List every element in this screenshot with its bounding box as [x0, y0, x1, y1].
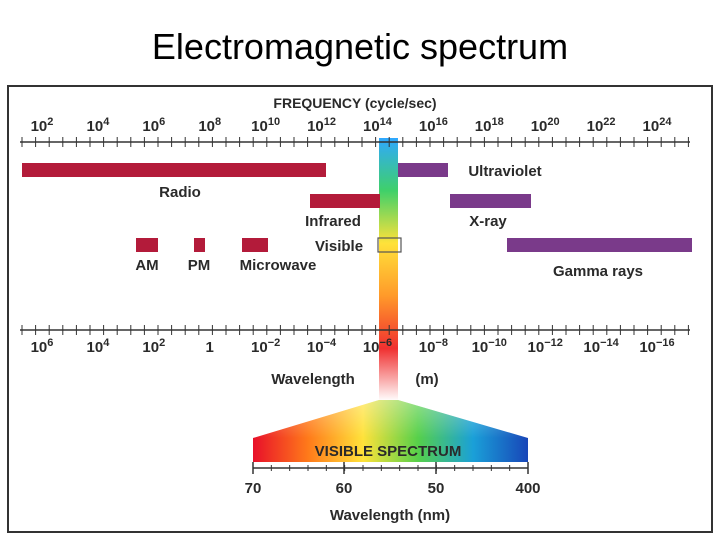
tick-label: 1016 — [419, 116, 448, 135]
gamma-rays-band-bar — [507, 238, 692, 252]
tick-label: 10−4 — [307, 337, 337, 356]
tick-label: 106 — [142, 116, 165, 135]
tick-label: 1018 — [475, 116, 504, 135]
visible-tick-label: 400 — [515, 480, 540, 497]
tick-label: 10−14 — [583, 337, 619, 356]
tick-label: 102 — [142, 337, 165, 356]
tick-label: 1010 — [251, 116, 280, 135]
pm-band-bar — [194, 238, 205, 252]
tick-label: 10−10 — [472, 337, 507, 356]
tick-label: 10−2 — [251, 337, 280, 356]
am-band-label: AM — [135, 257, 158, 274]
wavelength-axis-unit: (m) — [415, 371, 438, 388]
infrared-band-label: Infrared — [305, 213, 361, 230]
visible-axis-label: Wavelength (nm) — [330, 507, 450, 524]
tick-label: 10−16 — [639, 337, 674, 356]
gamma-rays-band-label: Gamma rays — [553, 263, 643, 280]
visible-wavelength-axis: 70 60 50 400 — [245, 462, 541, 497]
frequency-axis: 102 104 106 108 1010 1012 1014 1016 1018 1020 1022… — [20, 116, 690, 147]
radio-band-label: Radio — [159, 184, 201, 201]
visible-tick-label: 70 — [245, 480, 262, 497]
visible-rainbow-column — [379, 138, 398, 401]
tick-label: 10−12 — [528, 337, 563, 356]
tick-label: 1012 — [307, 116, 336, 135]
tick-label: 102 — [31, 116, 54, 135]
visible-band-bar — [377, 237, 402, 253]
tick-label: 1024 — [643, 116, 673, 135]
frequency-axis-label: FREQUENCY (cycle/sec) — [273, 95, 436, 111]
figure-border — [7, 85, 713, 533]
visible-band-label: Visible — [315, 238, 363, 255]
visible-tick-label: 60 — [336, 480, 353, 497]
infrared-band-bar — [310, 194, 380, 208]
tick-label: 108 — [198, 116, 221, 135]
x-ray-band-label: X-ray — [469, 213, 507, 230]
tick-label: 1022 — [587, 116, 616, 135]
tick-label: 1014 — [363, 116, 393, 135]
tick-label: 10−8 — [419, 337, 448, 356]
tick-label: 1020 — [531, 116, 560, 135]
am-band-bar — [136, 238, 158, 252]
wavelength-axis-label: Wavelength — [271, 371, 355, 388]
tick-label: 104 — [87, 337, 111, 356]
visible-fan-shade — [253, 400, 528, 438]
visible-spectrum-title: VISIBLE SPECTRUM — [315, 443, 462, 460]
ultraviolet-band-bar — [398, 163, 448, 177]
visible-spectrum-bar — [253, 438, 528, 462]
tick-label: 104 — [87, 116, 111, 135]
x-ray-band-bar — [450, 194, 531, 208]
tick-label: 10−6 — [363, 337, 392, 356]
slide-title: Electromagnetic spectrum — [151, 26, 569, 67]
radio-band-bar — [22, 163, 326, 177]
wavelength-axis: 106 104 102 1 10−2 10−4 10−6 10−8 10−10 10−12 10−1… — [20, 325, 690, 356]
microwave-band-label: Microwave — [240, 257, 317, 274]
tick-label: 1 — [206, 339, 214, 356]
spectrum-bands: Radio Infrared Visible AM PM Microwave Ultravi… — [22, 163, 692, 280]
tick-label: 106 — [31, 337, 54, 356]
pm-band-label: PM — [188, 257, 211, 274]
microwave-band-bar — [242, 238, 268, 252]
ultraviolet-band-label: Ultraviolet — [468, 163, 541, 180]
visible-tick-label: 50 — [428, 480, 445, 497]
